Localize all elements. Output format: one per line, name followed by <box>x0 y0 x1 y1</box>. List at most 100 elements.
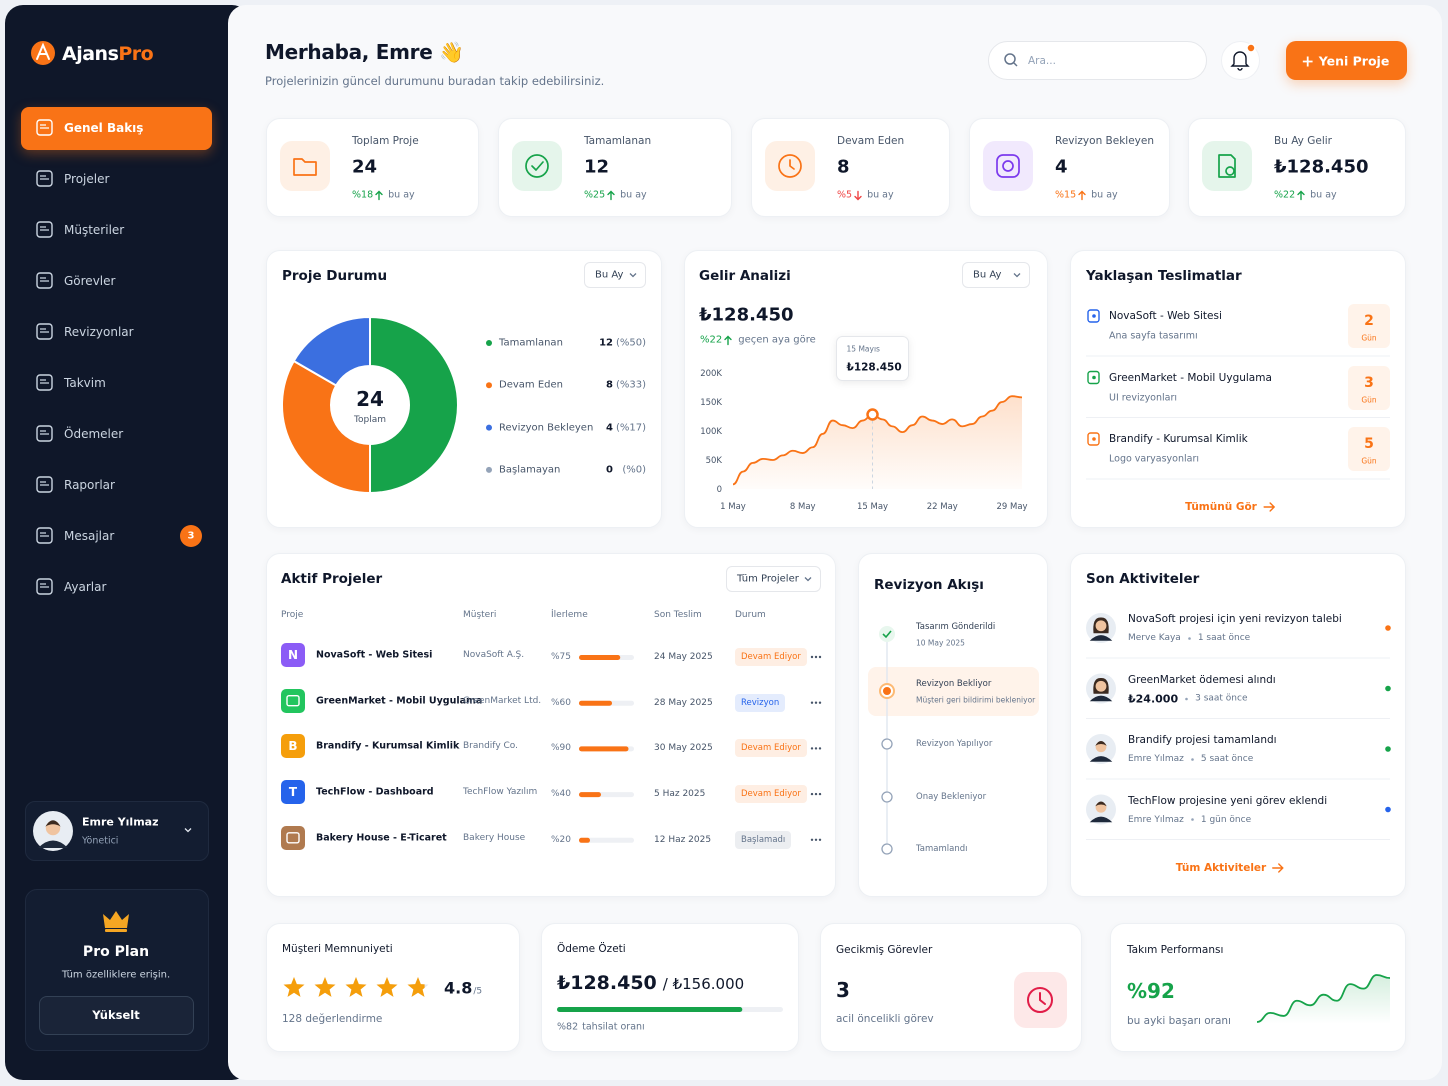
step-note: Müşteri geri bildirimi bekleniyor <box>916 695 1036 705</box>
nav-label[interactable]: Revizyonlar <box>64 325 134 339</box>
card-title: Gelir Analizi <box>699 268 791 284</box>
delivery-unit: Gün <box>1361 395 1377 404</box>
delivery-days-box <box>1348 304 1390 348</box>
user-card[interactable] <box>25 801 209 861</box>
upgrade-button[interactable] <box>39 996 194 1035</box>
nav-label[interactable]: Mesajlar <box>64 529 115 543</box>
card-title: Yaklaşan Teslimatlar <box>1086 268 1242 284</box>
trend-arrow <box>1297 190 1305 200</box>
activity-meta: Emre Yılmaz 1 gün önce <box>1128 815 1251 825</box>
step-note: 10 May 2025 <box>916 638 965 648</box>
nav-label[interactable]: Projeler <box>64 172 110 186</box>
column-header: İlerleme <box>551 610 588 620</box>
activity-by: Emre Yılmaz <box>1128 754 1184 764</box>
nav-label[interactable]: Takvim <box>64 376 106 390</box>
revenue-change-caption: geçen aya göre <box>738 334 816 346</box>
revenue-total: ₺128.450 <box>699 304 794 326</box>
activity-time: 3 saat önce <box>1195 693 1248 704</box>
stat-change-value: %5 <box>837 189 853 201</box>
stat-change-value: %25 <box>584 189 606 201</box>
stat-label: Tamamlanan <box>584 135 652 147</box>
delivery-title: Brandify - Kurumsal Kimlik <box>1109 433 1248 445</box>
activities-link[interactable]: Tüm Aktiviteler <box>1175 862 1285 874</box>
trend-arrow <box>724 335 732 345</box>
stat-period: bu ay <box>388 189 415 201</box>
nav-label[interactable]: Görevler <box>64 274 116 288</box>
payment-rate: %82 tahsilat oranı <box>557 1022 645 1033</box>
separator-dot <box>1191 757 1194 761</box>
project-initial: T <box>288 785 298 800</box>
stat-change-value: %18 <box>352 189 374 201</box>
legend-count: 4 <box>606 422 613 434</box>
stat-change-value: %22 <box>1274 189 1296 201</box>
project-name: TechFlow - Dashboard <box>316 786 434 798</box>
overdue-icon-box <box>1014 972 1067 1028</box>
project-progress-label: %60 <box>551 697 572 708</box>
stat-change: %25 bu ay <box>584 190 647 201</box>
arrow <box>854 190 862 200</box>
legend-name: Devam Eden <box>499 379 563 391</box>
search-placeholder[interactable]: Ara... <box>1028 55 1056 67</box>
brand: Ajans Pro <box>62 43 154 65</box>
search-box[interactable] <box>988 41 1207 80</box>
stat-change: %5 bu ay <box>837 190 894 201</box>
stat-period: bu ay <box>620 189 647 201</box>
deliveries-link[interactable]: Tümünü Gör <box>1185 501 1275 513</box>
nav-label[interactable]: Raporlar <box>64 478 115 492</box>
project-client: NovaSoft A.Ş. <box>463 650 525 660</box>
status-pill: Devam Ediyor <box>735 648 807 666</box>
upgrade-label[interactable]: Yükselt <box>92 1008 140 1022</box>
card-title: Revizyon Akışı <box>874 577 984 593</box>
legend-name: Başlamayan <box>499 464 561 476</box>
payment-collected: ₺128.450 <box>557 972 657 994</box>
nav-label[interactable]: Genel Bakış <box>64 121 144 135</box>
trend-arrow <box>854 190 862 200</box>
activity-text: GreenMarket ödemesi alındı <box>1128 673 1276 686</box>
status-pill: Devam Ediyor <box>735 785 807 804</box>
stat-icon-box <box>280 141 330 191</box>
stat-change-value: %15 <box>1055 189 1077 201</box>
legend-share: (%33) <box>615 379 646 391</box>
rating: 4.8/5 <box>444 979 482 998</box>
notification-button[interactable] <box>1221 41 1260 80</box>
nav-badge-count: 3 <box>187 530 195 542</box>
nav-active[interactable] <box>21 107 212 150</box>
dot <box>1191 818 1194 821</box>
activity-meta: Emre Yılmaz 5 saat önce <box>1128 754 1253 764</box>
project-due: 24 May 2025 <box>654 652 713 662</box>
trend-arrow <box>607 190 615 200</box>
card-title: Proje Durumu <box>282 268 388 284</box>
step-label: Onay Bekleniyor <box>916 792 987 802</box>
project-due: 28 May 2025 <box>654 697 713 708</box>
arrow <box>375 190 383 200</box>
plus <box>1302 56 1313 66</box>
filter-label: Bu Ay <box>973 269 1002 281</box>
project-progress-label: %90 <box>551 743 572 754</box>
activity-time: 1 gün önce <box>1200 814 1252 825</box>
revision-card <box>858 553 1048 897</box>
nav-badge <box>180 525 202 547</box>
nav-label[interactable]: Müşteriler <box>64 223 125 237</box>
nav-label[interactable]: Ayarlar <box>64 580 107 594</box>
activities-link-label: Tüm Aktiviteler <box>1175 862 1267 874</box>
delivery-unit: Gün <box>1361 333 1377 343</box>
link-arrow <box>1272 863 1285 873</box>
project-due: 30 May 2025 <box>654 743 713 754</box>
donut-total-label: Toplam <box>354 415 386 425</box>
new-project-content[interactable]: Yeni Proje <box>1302 54 1389 69</box>
column-header: Müşteri <box>463 610 497 620</box>
project-client: GreenMarket Ltd. <box>463 695 542 706</box>
arrow <box>1297 190 1305 200</box>
separator-dot <box>1191 818 1194 821</box>
project-progress-label: %40 <box>551 789 572 800</box>
delivery-days: 5 <box>1364 436 1374 452</box>
card-title: Müşteri Memnuniyeti <box>282 943 393 955</box>
dot <box>1188 636 1191 640</box>
stat-card <box>969 118 1170 217</box>
nav-label[interactable]: Ödemeler <box>64 427 124 441</box>
card-title: Ödeme Özeti <box>557 943 626 955</box>
project-icon <box>281 734 305 759</box>
arrow <box>724 335 732 345</box>
activity-text: Brandify projesi tamamlandı <box>1128 734 1277 746</box>
stat-icon-box <box>983 141 1033 191</box>
